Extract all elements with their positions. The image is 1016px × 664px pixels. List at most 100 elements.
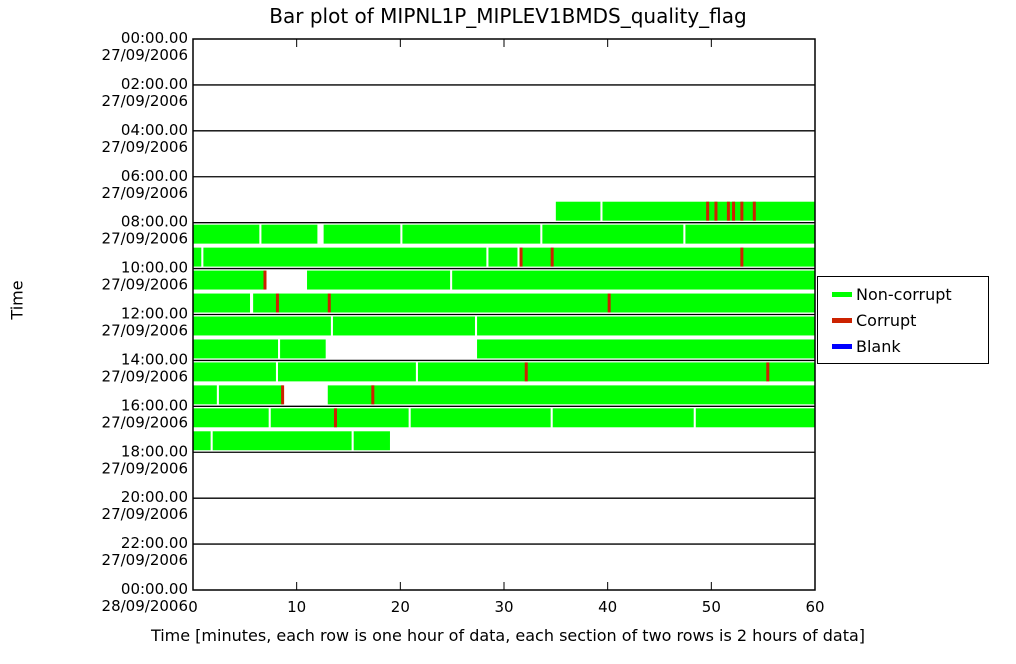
bar-non-corrupt bbox=[323, 224, 401, 244]
y-tick-time: 00:00.00 bbox=[121, 580, 188, 598]
bar-non-corrupt bbox=[327, 385, 815, 405]
y-tick-time: 04:00.00 bbox=[121, 121, 188, 139]
legend-label-blank: Blank bbox=[856, 336, 901, 356]
bar-non-corrupt bbox=[193, 316, 331, 336]
legend-label-non-corrupt: Non-corrupt bbox=[856, 284, 952, 304]
x-tick-label: 60 bbox=[805, 598, 824, 616]
bar-corrupt bbox=[740, 201, 744, 221]
legend-swatch-corrupt bbox=[832, 317, 852, 323]
legend-swatch-blank bbox=[832, 343, 852, 349]
y-tick-date: 27/09/2006 bbox=[102, 367, 188, 385]
x-tick-label: 10 bbox=[287, 598, 306, 616]
bar-non-corrupt bbox=[261, 224, 318, 244]
bar-corrupt bbox=[275, 293, 279, 313]
bar-non-corrupt bbox=[270, 408, 409, 428]
bar-corrupt bbox=[519, 247, 523, 267]
chart-title: Bar plot of MIPNL1P_MIPLEV1BMDS_quality_… bbox=[269, 4, 747, 28]
legend-swatch-non-corrupt bbox=[832, 291, 852, 297]
bar-non-corrupt bbox=[193, 293, 251, 313]
x-tick-label: 40 bbox=[598, 598, 617, 616]
legend: Non-corrupt Corrupt Blank bbox=[817, 276, 989, 364]
y-tick-time: 02:00.00 bbox=[121, 75, 188, 93]
bar-non-corrupt bbox=[218, 385, 284, 405]
y-tick-time: 20:00.00 bbox=[121, 488, 188, 506]
bar-non-corrupt bbox=[193, 362, 276, 382]
y-tick-time: 06:00.00 bbox=[121, 167, 188, 185]
y-tick-time: 22:00.00 bbox=[121, 534, 188, 552]
bar-corrupt bbox=[706, 201, 710, 221]
bar-corrupt bbox=[740, 247, 744, 267]
x-tick-label: 20 bbox=[391, 598, 410, 616]
bar-non-corrupt bbox=[203, 247, 487, 267]
y-tick-date: 28/09/2006 bbox=[102, 597, 188, 615]
bar-corrupt bbox=[327, 293, 331, 313]
bar-corrupt bbox=[281, 385, 285, 405]
bar-non-corrupt bbox=[542, 224, 684, 244]
legend-item-non-corrupt: Non-corrupt bbox=[832, 283, 952, 305]
bars-layer bbox=[193, 201, 816, 451]
bar-non-corrupt bbox=[193, 385, 217, 405]
y-tick-date: 27/09/2006 bbox=[102, 230, 188, 248]
x-tick-label: 30 bbox=[494, 598, 513, 616]
y-tick-time: 12:00.00 bbox=[121, 305, 188, 323]
bar-corrupt bbox=[726, 201, 730, 221]
x-axis-label: Time [minutes, each row is one hour of d… bbox=[150, 626, 866, 645]
bar-non-corrupt bbox=[193, 408, 269, 428]
y-tick-date: 27/09/2006 bbox=[102, 138, 188, 156]
y-axis-label: Time bbox=[0, 280, 34, 320]
bar-non-corrupt bbox=[332, 316, 475, 336]
bar-corrupt bbox=[766, 362, 770, 382]
bar-non-corrupt bbox=[402, 224, 541, 244]
y-axis-label-text: Time bbox=[7, 280, 27, 320]
bar-non-corrupt bbox=[477, 316, 815, 336]
legend-item-corrupt: Corrupt bbox=[832, 309, 916, 331]
bar-non-corrupt bbox=[417, 362, 815, 382]
bar-corrupt bbox=[550, 247, 554, 267]
bar-non-corrupt bbox=[477, 339, 815, 359]
section-lines bbox=[193, 84, 815, 545]
y-tick-date: 27/09/2006 bbox=[102, 46, 188, 64]
bar-non-corrupt bbox=[353, 431, 390, 451]
y-tick-time: 14:00.00 bbox=[121, 350, 188, 368]
bar-non-corrupt bbox=[193, 339, 279, 359]
bar-non-corrupt bbox=[695, 408, 815, 428]
bar-non-corrupt bbox=[193, 431, 211, 451]
legend-item-blank: Blank bbox=[832, 335, 901, 357]
bar-corrupt bbox=[732, 201, 736, 221]
y-tick-time: 08:00.00 bbox=[121, 213, 188, 231]
y-ticks: 00:00.0027/09/200602:00.0027/09/200604:0… bbox=[102, 29, 188, 615]
y-tick-date: 27/09/2006 bbox=[102, 184, 188, 202]
bar-non-corrupt bbox=[253, 293, 816, 313]
bar-non-corrupt bbox=[685, 224, 815, 244]
y-tick-time: 18:00.00 bbox=[121, 442, 188, 460]
y-tick-time: 10:00.00 bbox=[121, 259, 188, 277]
bar-corrupt bbox=[371, 385, 375, 405]
bar-non-corrupt bbox=[280, 339, 326, 359]
y-tick-date: 27/09/2006 bbox=[102, 92, 188, 110]
x-tick-label: 0 bbox=[188, 598, 198, 616]
bar-corrupt bbox=[752, 201, 756, 221]
bar-non-corrupt bbox=[193, 247, 202, 267]
y-tick-time: 16:00.00 bbox=[121, 396, 188, 414]
y-tick-date: 27/09/2006 bbox=[102, 322, 188, 340]
bar-non-corrupt bbox=[519, 247, 815, 267]
y-tick-date: 27/09/2006 bbox=[102, 276, 188, 294]
bar-non-corrupt bbox=[212, 431, 352, 451]
x-tick-label: 50 bbox=[702, 598, 721, 616]
bar-corrupt bbox=[714, 201, 718, 221]
bar-non-corrupt bbox=[488, 247, 518, 267]
legend-label-corrupt: Corrupt bbox=[856, 310, 917, 330]
bar-non-corrupt bbox=[307, 270, 451, 290]
bar-non-corrupt bbox=[555, 201, 601, 221]
bar-corrupt bbox=[263, 270, 267, 290]
y-tick-date: 27/09/2006 bbox=[102, 505, 188, 523]
bar-non-corrupt bbox=[452, 270, 815, 290]
y-tick-date: 27/09/2006 bbox=[102, 413, 188, 431]
y-tick-time: 00:00.00 bbox=[121, 29, 188, 47]
bar-non-corrupt bbox=[552, 408, 694, 428]
bar-non-corrupt bbox=[410, 408, 551, 428]
y-tick-date: 27/09/2006 bbox=[102, 551, 188, 569]
bar-non-corrupt bbox=[278, 362, 416, 382]
bar-non-corrupt bbox=[193, 270, 266, 290]
